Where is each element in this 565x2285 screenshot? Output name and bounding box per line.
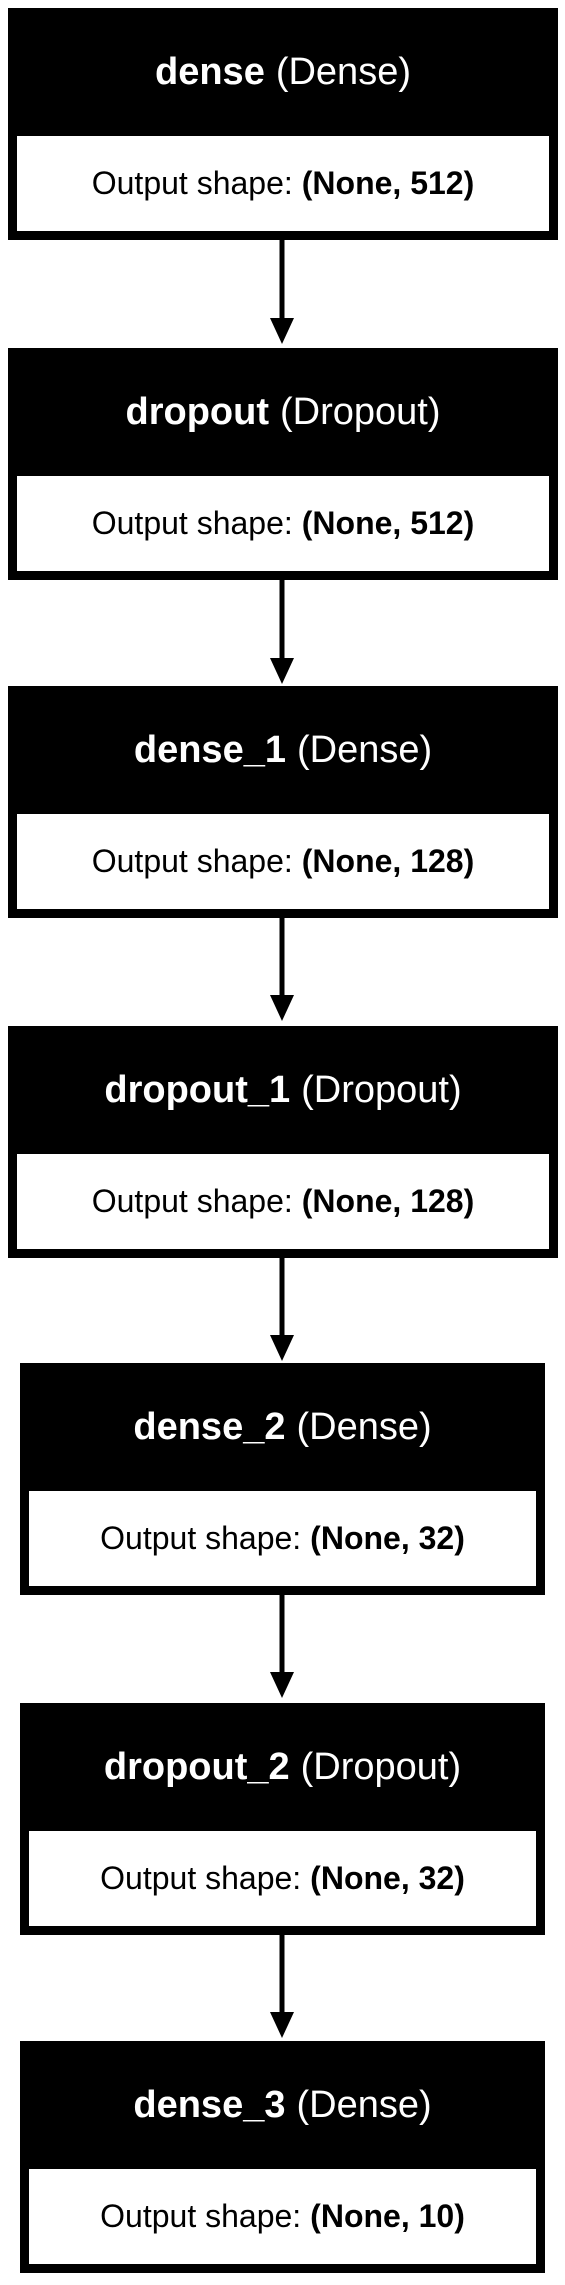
output-shape-label: Output shape: <box>91 1183 293 1219</box>
layer-header: dropout_2 (Dropout) <box>20 1703 545 1831</box>
layer-header: dense_1 (Dense) <box>8 686 558 814</box>
edge-dense-1-to-dropout-1 <box>270 918 294 1021</box>
layer-output-shape: Output shape: (None, 128) <box>17 814 549 909</box>
layer-header: dropout_1 (Dropout) <box>8 1026 558 1154</box>
output-shape-label: Output shape: <box>91 165 293 201</box>
output-shape-label: Output shape: <box>91 843 293 879</box>
layer-output-shape: Output shape: (None, 512) <box>17 476 549 571</box>
edge-dropout-to-dense-1 <box>270 580 294 684</box>
layer-output-shape: Output shape: (None, 512) <box>17 136 549 231</box>
layer-type: (Dropout) <box>300 1745 462 1788</box>
layer-type: (Dense) <box>296 728 433 771</box>
layer-node-dense-1: dense_1 (Dense) Output shape: (None, 128… <box>8 686 558 918</box>
output-shape-label: Output shape: <box>100 1860 302 1896</box>
layer-type: (Dense) <box>296 1405 432 1448</box>
layer-output-shape: Output shape: (None, 32) <box>29 1491 536 1586</box>
layer-node-dense-3: dense_3 (Dense) Output shape: (None, 10) <box>20 2041 545 2273</box>
edge-dense-to-dropout <box>270 240 294 344</box>
layer-name: dense_2 <box>133 1405 286 1448</box>
layer-node-dropout-2: dropout_2 (Dropout) Output shape: (None,… <box>20 1703 545 1935</box>
layer-name: dense_1 <box>133 728 286 771</box>
output-shape-label: Output shape: <box>100 1520 302 1556</box>
edge-dropout-1-to-dense-2 <box>270 1258 294 1361</box>
layer-name: dropout_2 <box>103 1745 290 1788</box>
output-shape-value: (None, 128) <box>301 843 475 879</box>
output-shape-label: Output shape: <box>91 505 293 541</box>
output-shape-label: Output shape: <box>100 2198 302 2234</box>
layer-header: dense_3 (Dense) <box>20 2041 545 2169</box>
layer-node-dense: dense (Dense) Output shape: (None, 512) <box>8 8 558 240</box>
edge-dense-2-to-dropout-2 <box>270 1595 294 1698</box>
layer-type: (Dropout) <box>280 390 441 433</box>
layer-output-shape: Output shape: (None, 10) <box>29 2169 536 2264</box>
layer-node-dropout-1: dropout_1 (Dropout) Output shape: (None,… <box>8 1026 558 1258</box>
layer-output-shape: Output shape: (None, 32) <box>29 1831 536 1926</box>
output-shape-value: (None, 512) <box>301 505 475 541</box>
layer-name: dense <box>155 50 265 93</box>
layer-header: dropout (Dropout) <box>8 348 558 476</box>
layer-output-shape: Output shape: (None, 128) <box>17 1154 549 1249</box>
layer-node-dropout: dropout (Dropout) Output shape: (None, 5… <box>8 348 558 580</box>
layer-type: (Dense) <box>275 50 411 93</box>
layer-name: dropout <box>125 390 269 433</box>
layer-header: dense (Dense) <box>8 8 558 136</box>
layer-name: dropout_1 <box>104 1068 291 1111</box>
layer-node-dense-2: dense_2 (Dense) Output shape: (None, 32) <box>20 1363 545 1595</box>
edge-dropout-2-to-dense-3 <box>270 1935 294 2038</box>
output-shape-value: (None, 32) <box>310 1520 465 1556</box>
output-shape-value: (None, 10) <box>310 2198 465 2234</box>
output-shape-value: (None, 512) <box>301 165 475 201</box>
output-shape-value: (None, 128) <box>301 1183 475 1219</box>
layer-type: (Dense) <box>296 2083 432 2126</box>
layer-name: dense_3 <box>133 2083 286 2126</box>
output-shape-value: (None, 32) <box>310 1860 465 1896</box>
layer-header: dense_2 (Dense) <box>20 1363 545 1491</box>
layer-type: (Dropout) <box>301 1068 462 1111</box>
